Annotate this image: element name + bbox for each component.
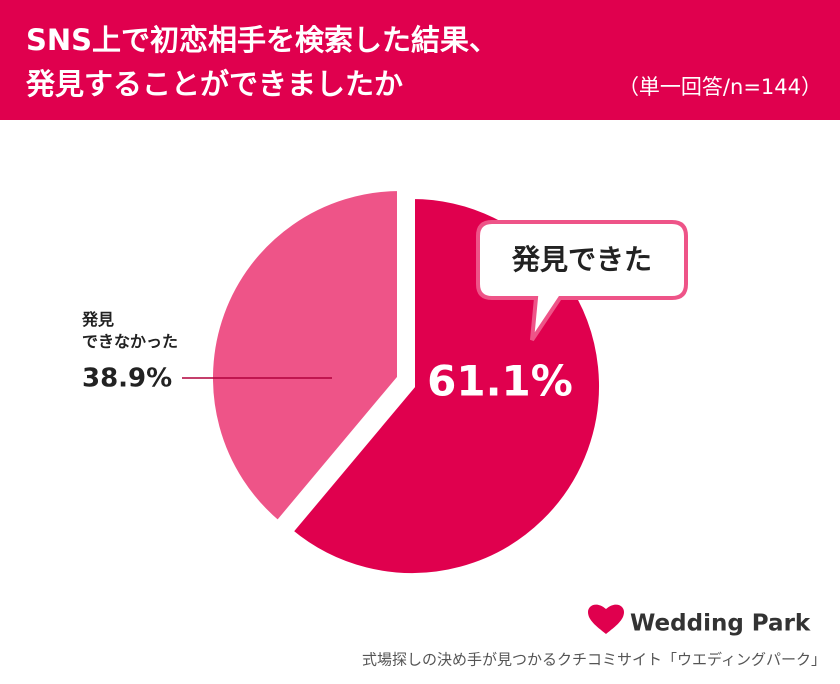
chart-subtitle: （単一回答/n=144） (618, 75, 822, 99)
pie-slice (207, 184, 403, 528)
value-label: 38.9% (82, 364, 172, 394)
category-label: 発見できなかった (81, 310, 178, 351)
category-label: 発見できた (511, 243, 652, 276)
brand: Wedding Park (630, 611, 811, 637)
callout (476, 220, 688, 342)
tagline: 式場探しの決め手が見つかるクチコミサイト「ウエディングパーク」 (362, 651, 826, 669)
chart-title: SNS上で初恋相手を検索した結果、 (26, 23, 498, 57)
header-band (0, 0, 840, 120)
chart-title: 発見することができましたか (25, 67, 403, 101)
logo: Wedding Park (588, 604, 811, 637)
value-label: 61.1% (427, 357, 573, 406)
